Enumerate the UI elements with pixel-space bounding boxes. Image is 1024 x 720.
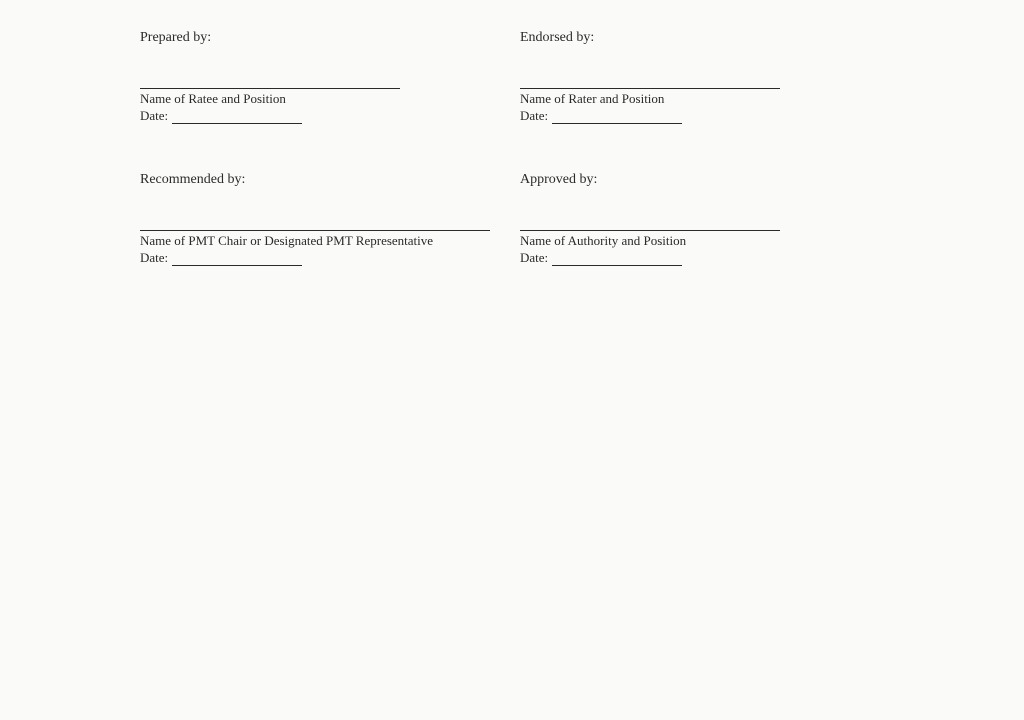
approved-date-label: Date:: [520, 250, 548, 266]
row-1: Prepared by: Name of Ratee and Position …: [140, 30, 964, 124]
recommended-signature-line: [140, 230, 490, 231]
prepared-date-row: Date:: [140, 108, 520, 124]
endorsed-block: Endorsed by: Name of Rater and Position …: [520, 30, 964, 124]
approved-block: Approved by: Name of Authority and Posit…: [520, 172, 964, 266]
approved-label: Approved by:: [520, 172, 964, 188]
endorsed-date-blank: [552, 111, 682, 124]
row-2: Recommended by: Name of PMT Chair or Des…: [140, 172, 964, 266]
endorsed-date-label: Date:: [520, 108, 548, 124]
endorsed-label: Endorsed by:: [520, 30, 964, 46]
endorsed-signature-line: [520, 88, 780, 89]
prepared-date-label: Date:: [140, 108, 168, 124]
prepared-signature-line: [140, 88, 400, 89]
approved-date-blank: [552, 253, 682, 266]
endorsed-date-row: Date:: [520, 108, 964, 124]
approved-date-row: Date:: [520, 250, 964, 266]
approved-signature-line: [520, 230, 780, 231]
recommended-date-label: Date:: [140, 250, 168, 266]
signature-page: Prepared by: Name of Ratee and Position …: [0, 0, 1024, 266]
prepared-block: Prepared by: Name of Ratee and Position …: [140, 30, 520, 124]
recommended-block: Recommended by: Name of PMT Chair or Des…: [140, 172, 520, 266]
prepared-date-blank: [172, 111, 302, 124]
recommended-date-blank: [172, 253, 302, 266]
endorsed-caption: Name of Rater and Position: [520, 91, 964, 107]
prepared-caption: Name of Ratee and Position: [140, 91, 520, 107]
approved-caption: Name of Authority and Position: [520, 233, 964, 249]
recommended-label: Recommended by:: [140, 172, 520, 188]
prepared-label: Prepared by:: [140, 30, 520, 46]
recommended-date-row: Date:: [140, 250, 520, 266]
recommended-caption: Name of PMT Chair or Designated PMT Repr…: [140, 233, 520, 249]
